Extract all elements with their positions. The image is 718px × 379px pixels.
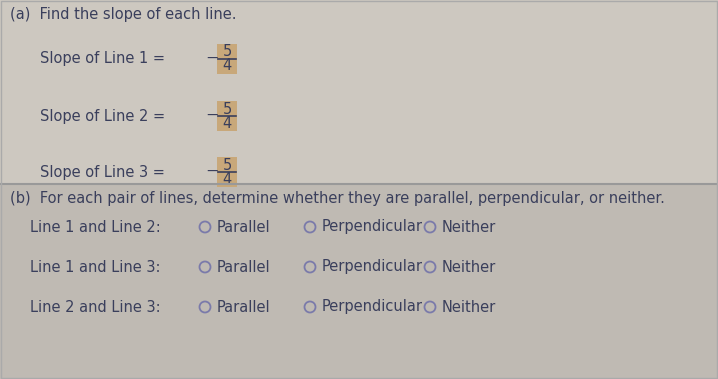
Text: 4: 4: [223, 172, 232, 186]
Text: (a)  Find the slope of each line.: (a) Find the slope of each line.: [10, 7, 236, 22]
Text: 4: 4: [223, 116, 232, 130]
Text: 5: 5: [223, 102, 232, 116]
FancyBboxPatch shape: [217, 44, 237, 74]
Text: Neither: Neither: [442, 299, 496, 315]
Text: −: −: [205, 50, 218, 66]
FancyBboxPatch shape: [217, 157, 237, 187]
Text: Perpendicular: Perpendicular: [322, 219, 423, 235]
Text: Neither: Neither: [442, 219, 496, 235]
Text: (b)  For each pair of lines, determine whether they are parallel, perpendicular,: (b) For each pair of lines, determine wh…: [10, 191, 665, 206]
Text: Line 1 and Line 3:: Line 1 and Line 3:: [30, 260, 161, 274]
Bar: [0, 0, 718, 184]
Text: 5: 5: [223, 44, 232, 60]
Text: Slope of Line 1 =: Slope of Line 1 =: [40, 52, 169, 66]
Text: −: −: [205, 163, 218, 179]
Text: Slope of Line 2 =: Slope of Line 2 =: [40, 108, 169, 124]
Text: Slope of Line 3 =: Slope of Line 3 =: [40, 164, 169, 180]
Text: Perpendicular: Perpendicular: [322, 260, 423, 274]
Text: Line 2 and Line 3:: Line 2 and Line 3:: [30, 299, 161, 315]
Text: −: −: [205, 108, 218, 122]
Text: Parallel: Parallel: [217, 260, 271, 274]
Text: Parallel: Parallel: [217, 299, 271, 315]
Bar: [0, 184, 718, 379]
Text: 4: 4: [223, 58, 232, 74]
Text: Neither: Neither: [442, 260, 496, 274]
Text: Line 1 and Line 2:: Line 1 and Line 2:: [30, 219, 161, 235]
Text: Parallel: Parallel: [217, 219, 271, 235]
FancyBboxPatch shape: [217, 101, 237, 131]
Text: Perpendicular: Perpendicular: [322, 299, 423, 315]
Text: 5: 5: [223, 158, 232, 172]
